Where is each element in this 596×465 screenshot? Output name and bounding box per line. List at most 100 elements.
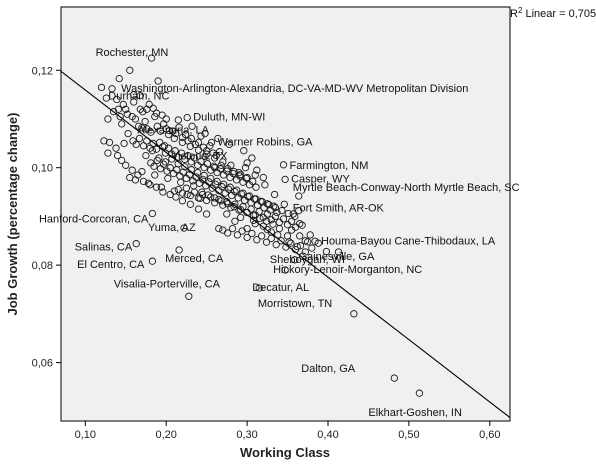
y-axis-title: Job Growth (percentage change) xyxy=(5,113,20,316)
labeled-data-point xyxy=(154,77,162,85)
data-point xyxy=(124,129,132,138)
data-point xyxy=(270,190,279,199)
data-point xyxy=(252,195,260,203)
data-point xyxy=(198,188,206,196)
data-point xyxy=(210,162,218,170)
data-point xyxy=(231,217,239,225)
data-point xyxy=(185,170,194,179)
labeled-data-point xyxy=(180,224,188,232)
data-point xyxy=(211,154,219,162)
data-point xyxy=(216,165,225,173)
point-label: Yuma, AZ xyxy=(148,222,196,234)
data-point xyxy=(248,229,256,238)
r2-superscript: 2 xyxy=(518,6,523,15)
data-point xyxy=(249,177,257,186)
x-axis: 0,10 0,20 0,30 0,40 0,50 0,60 xyxy=(75,421,501,441)
labeled-data-point xyxy=(291,256,299,264)
data-point xyxy=(166,190,174,199)
data-point xyxy=(224,165,232,173)
labeled-data-point xyxy=(311,237,319,245)
data-point xyxy=(215,148,224,156)
data-point xyxy=(134,171,142,179)
data-point xyxy=(197,132,205,140)
point-label: Visalia-Porterville, CA xyxy=(114,278,221,290)
data-point xyxy=(202,150,211,158)
fit-line xyxy=(60,70,511,419)
point-label: Farmington, NM xyxy=(290,160,369,172)
data-point xyxy=(174,116,182,124)
data-point xyxy=(273,208,281,217)
data-point xyxy=(148,147,157,155)
data-point xyxy=(177,149,186,157)
data-point xyxy=(245,192,254,200)
point-label: Elkhart-Goshen, IN xyxy=(368,407,462,419)
data-point xyxy=(175,123,183,131)
labeled-data-point xyxy=(279,161,288,169)
labeled-data-point xyxy=(183,113,191,122)
labeled-data-point xyxy=(390,374,398,382)
data-point xyxy=(207,193,215,201)
data-point xyxy=(192,173,200,181)
data-point xyxy=(178,197,187,205)
data-point xyxy=(239,189,247,197)
data-point xyxy=(190,182,198,190)
data-point xyxy=(263,210,271,218)
data-point xyxy=(215,224,223,233)
data-point xyxy=(194,205,203,213)
data-point xyxy=(160,142,169,150)
data-point xyxy=(261,181,269,189)
data-point xyxy=(257,232,266,240)
data-point xyxy=(217,161,225,169)
data-point xyxy=(255,207,263,216)
data-point xyxy=(139,142,148,150)
data-point xyxy=(147,128,155,136)
labeled-data-point xyxy=(350,310,358,318)
data-point xyxy=(243,173,251,182)
data-point xyxy=(219,180,228,188)
data-point xyxy=(218,183,226,191)
data-point xyxy=(232,186,241,194)
data-point xyxy=(278,206,286,215)
y-tick-label: 0,12 xyxy=(32,65,53,77)
data-point xyxy=(263,225,271,234)
labeled-data-point xyxy=(415,389,424,397)
labeled-data-point xyxy=(295,192,303,200)
y-tick-label: 0,10 xyxy=(32,163,53,175)
data-point xyxy=(188,122,196,130)
r2-value: Linear = 0,705 xyxy=(522,8,596,20)
data-point xyxy=(291,212,299,221)
data-point xyxy=(132,140,140,149)
data-point xyxy=(265,201,273,209)
labeled-data-point xyxy=(185,292,193,300)
data-point xyxy=(270,202,278,210)
data-point xyxy=(211,194,219,202)
data-point xyxy=(112,144,120,152)
point-label: Houma-Bayou Cane-Thibodaux, LA xyxy=(321,235,496,247)
data-point xyxy=(128,166,136,174)
data-point xyxy=(202,210,211,218)
data-point xyxy=(206,142,214,150)
data-point xyxy=(141,117,149,126)
point-label: Rochester, MN xyxy=(96,47,169,59)
data-point xyxy=(159,188,167,196)
data-point xyxy=(122,161,130,169)
data-point xyxy=(201,129,209,138)
x-tick-label: 0,40 xyxy=(317,429,338,441)
data-point xyxy=(187,134,195,143)
data-point xyxy=(253,236,261,244)
data-point xyxy=(151,171,159,179)
data-point xyxy=(160,160,168,168)
data-point xyxy=(322,247,331,256)
data-point xyxy=(253,166,261,174)
y-axis: 0,06 0,08 0,10 0,12 xyxy=(32,65,61,370)
data-point xyxy=(287,226,296,234)
labeled-data-point xyxy=(207,138,216,147)
data-point xyxy=(214,134,222,143)
data-point xyxy=(155,154,163,162)
point-label: Gainesville, GA xyxy=(299,251,375,263)
point-label: El Centro, CA xyxy=(77,259,145,271)
data-point xyxy=(298,221,306,229)
data-point xyxy=(236,170,245,179)
data-point xyxy=(233,231,242,239)
data-point xyxy=(236,213,245,222)
